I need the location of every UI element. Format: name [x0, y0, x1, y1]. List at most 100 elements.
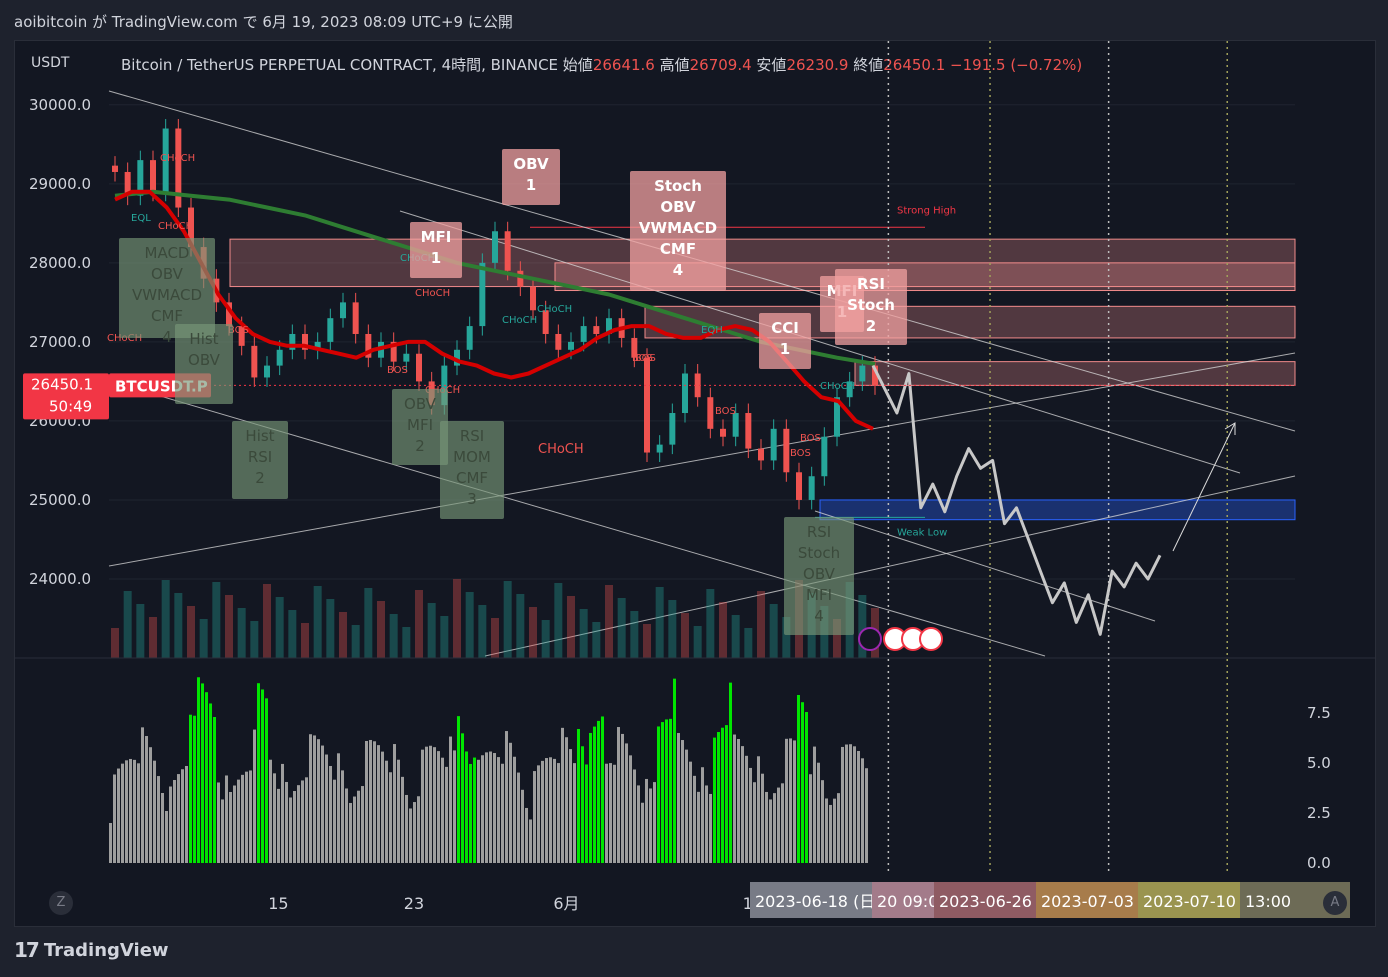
volume-bar [706, 589, 715, 658]
volume-bar [161, 580, 170, 658]
osc-bar [489, 751, 492, 863]
candle-body [606, 318, 612, 334]
volume-bar [149, 617, 157, 658]
forecast-path [871, 364, 1162, 636]
osc-bar [329, 765, 332, 863]
candle-body [327, 318, 334, 342]
candle-body [112, 165, 118, 172]
candle-body [289, 333, 296, 350]
osc-bar [613, 764, 616, 863]
candle-body [226, 302, 232, 327]
candle-body [264, 365, 270, 378]
volume-bar [757, 591, 765, 658]
osc-bar [645, 778, 648, 863]
osc-bar [201, 683, 204, 863]
volume-bar [377, 601, 385, 658]
osc-bar [457, 716, 460, 863]
osc-bar [617, 727, 620, 863]
candle-body [821, 436, 828, 477]
osc-bar [701, 767, 704, 863]
structure-label: BOS [715, 406, 736, 417]
candle-body [758, 448, 764, 461]
divergence-text: 1 [526, 176, 536, 194]
divergence-text: 4 [814, 607, 824, 625]
osc-bar [113, 774, 116, 863]
divergence-text: OBV [188, 351, 221, 369]
divergence-text: 1 [431, 249, 441, 267]
osc-tick-label: 7.5 [1307, 704, 1331, 722]
osc-bar [285, 781, 288, 863]
divergence-text: RSI [857, 275, 885, 293]
osc-bar [745, 755, 748, 863]
osc-bar [173, 779, 176, 863]
osc-bar [557, 763, 560, 863]
osc-bar [117, 768, 120, 863]
demand-zone [819, 499, 1296, 521]
candle-body [276, 349, 283, 366]
osc-bar [741, 746, 744, 863]
osc-bar [821, 780, 824, 863]
structure-label: CHoCH [502, 315, 537, 326]
osc-bar [757, 756, 760, 863]
osc-bar [501, 763, 504, 863]
osc-bar [345, 788, 348, 863]
osc-bar [753, 782, 756, 863]
structure-label: BOS [790, 448, 811, 459]
osc-bar [721, 727, 724, 863]
chart-canvas[interactable]: 30000.029000.028000.027000.026000.025000… [15, 41, 1375, 926]
candle-body [530, 286, 536, 311]
osc-bar [465, 751, 468, 863]
osc-bar [417, 796, 420, 863]
osc-bar [197, 677, 200, 863]
osc-bar [393, 744, 396, 863]
divergence-box [175, 324, 233, 404]
osc-bar [137, 763, 140, 863]
volume-bar [237, 608, 246, 658]
osc-bar [637, 785, 640, 863]
candle-body [492, 231, 498, 263]
osc-bar [785, 738, 788, 863]
volume-bar [250, 621, 259, 658]
osc-bar [221, 799, 224, 863]
divergence-text: Stoch [798, 544, 840, 562]
structure-label: BOS [635, 353, 656, 364]
divergence-box [759, 313, 811, 369]
osc-bar [769, 799, 772, 863]
z-button[interactable]: Z [49, 891, 73, 915]
osc-bar [817, 762, 820, 863]
candle-body [631, 337, 638, 358]
candle-body [302, 333, 308, 350]
osc-bar [837, 793, 840, 863]
osc-bar [829, 804, 832, 863]
osc-bar [697, 791, 700, 863]
candle-body [593, 326, 600, 334]
date-tag [872, 882, 942, 918]
volume-bar [415, 590, 423, 658]
divergence-text: MFI [407, 416, 433, 434]
date-tag [934, 882, 1044, 918]
osc-bar [453, 750, 456, 863]
divergence-text: OBV [660, 198, 696, 216]
osc-bar [849, 744, 852, 863]
date-tag [750, 882, 880, 918]
volume-bar [187, 606, 195, 658]
candle-body [555, 333, 562, 350]
volume-bar [174, 593, 183, 658]
osc-bar [357, 790, 360, 863]
osc-bar [561, 727, 564, 863]
candle-body [365, 333, 372, 358]
candle-body [656, 444, 663, 453]
osc-bar [125, 760, 128, 863]
candle-body [872, 365, 878, 386]
a-button[interactable]: A [1323, 891, 1347, 915]
osc-bar [865, 768, 868, 863]
osc-bar [361, 786, 364, 863]
date-tag-label: 2023-07-10 (月) [1143, 892, 1270, 911]
volume-bar [719, 602, 727, 658]
divergence-text: CCI [771, 319, 799, 337]
channel-line [108, 352, 1296, 567]
osc-tick-label: 2.5 [1307, 804, 1331, 822]
osc-bar [289, 797, 292, 863]
structure-label: CHoCH [415, 288, 450, 299]
osc-bar [185, 765, 188, 863]
